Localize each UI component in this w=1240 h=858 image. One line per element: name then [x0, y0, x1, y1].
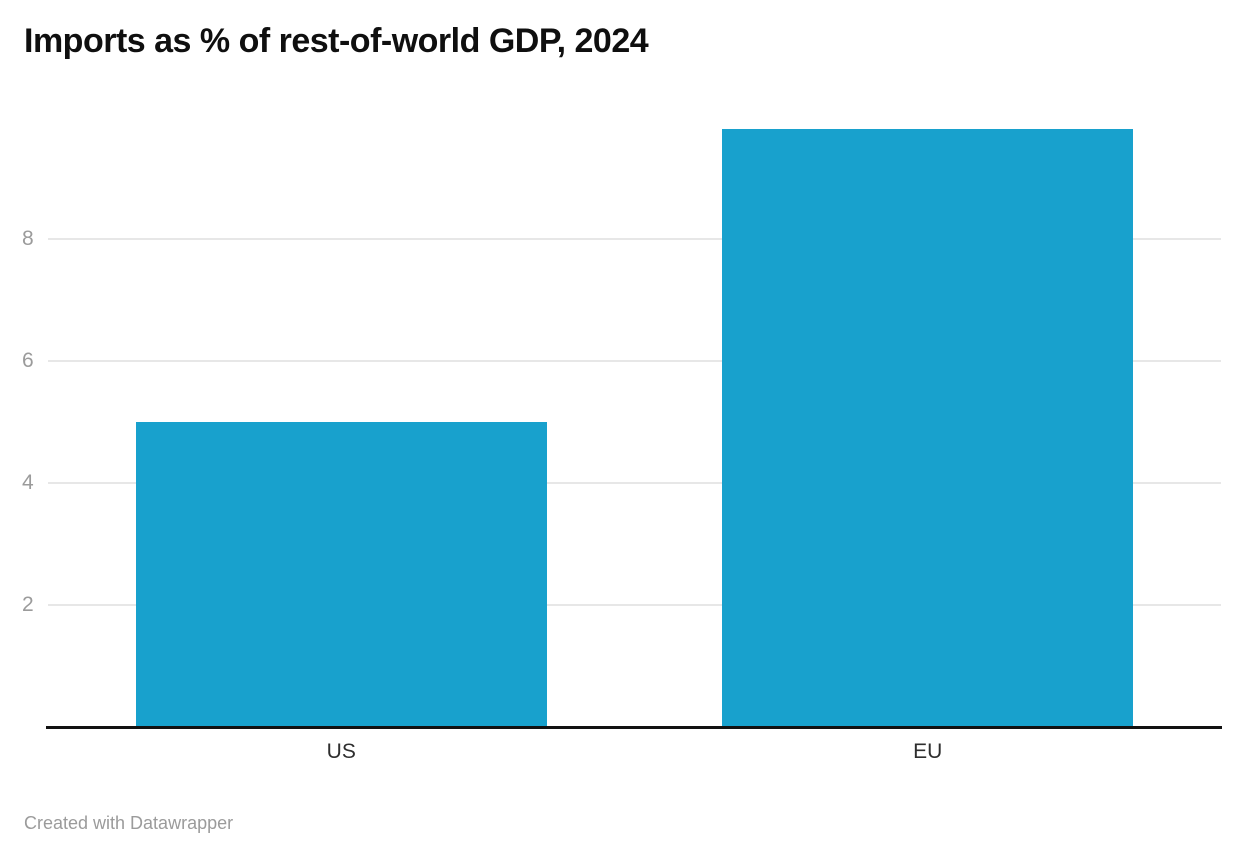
bar-slot-us [48, 117, 635, 727]
y-tick-label: 8 [22, 227, 34, 250]
x-axis-label-us: US [326, 740, 356, 763]
bar-us [135, 422, 547, 727]
x-axis-labels: US EU [48, 740, 1221, 764]
x-axis-line [46, 726, 1222, 729]
x-axis-label-eu: EU [913, 740, 943, 763]
bar-slot-eu [635, 117, 1222, 727]
chart-title: Imports as % of rest-of-world GDP, 2024 [24, 22, 649, 60]
gridline [48, 604, 1221, 606]
y-tick-label: 2 [22, 593, 34, 616]
bar-eu [722, 129, 1134, 727]
gridline [48, 360, 1221, 362]
y-tick-label: 4 [22, 471, 34, 494]
y-tick-label: 6 [22, 349, 34, 372]
plot-area [48, 117, 1221, 727]
bars-row [48, 117, 1221, 727]
datawrapper-credit: Created with Datawrapper [24, 813, 234, 833]
gridline [48, 238, 1221, 240]
gridline [48, 482, 1221, 484]
